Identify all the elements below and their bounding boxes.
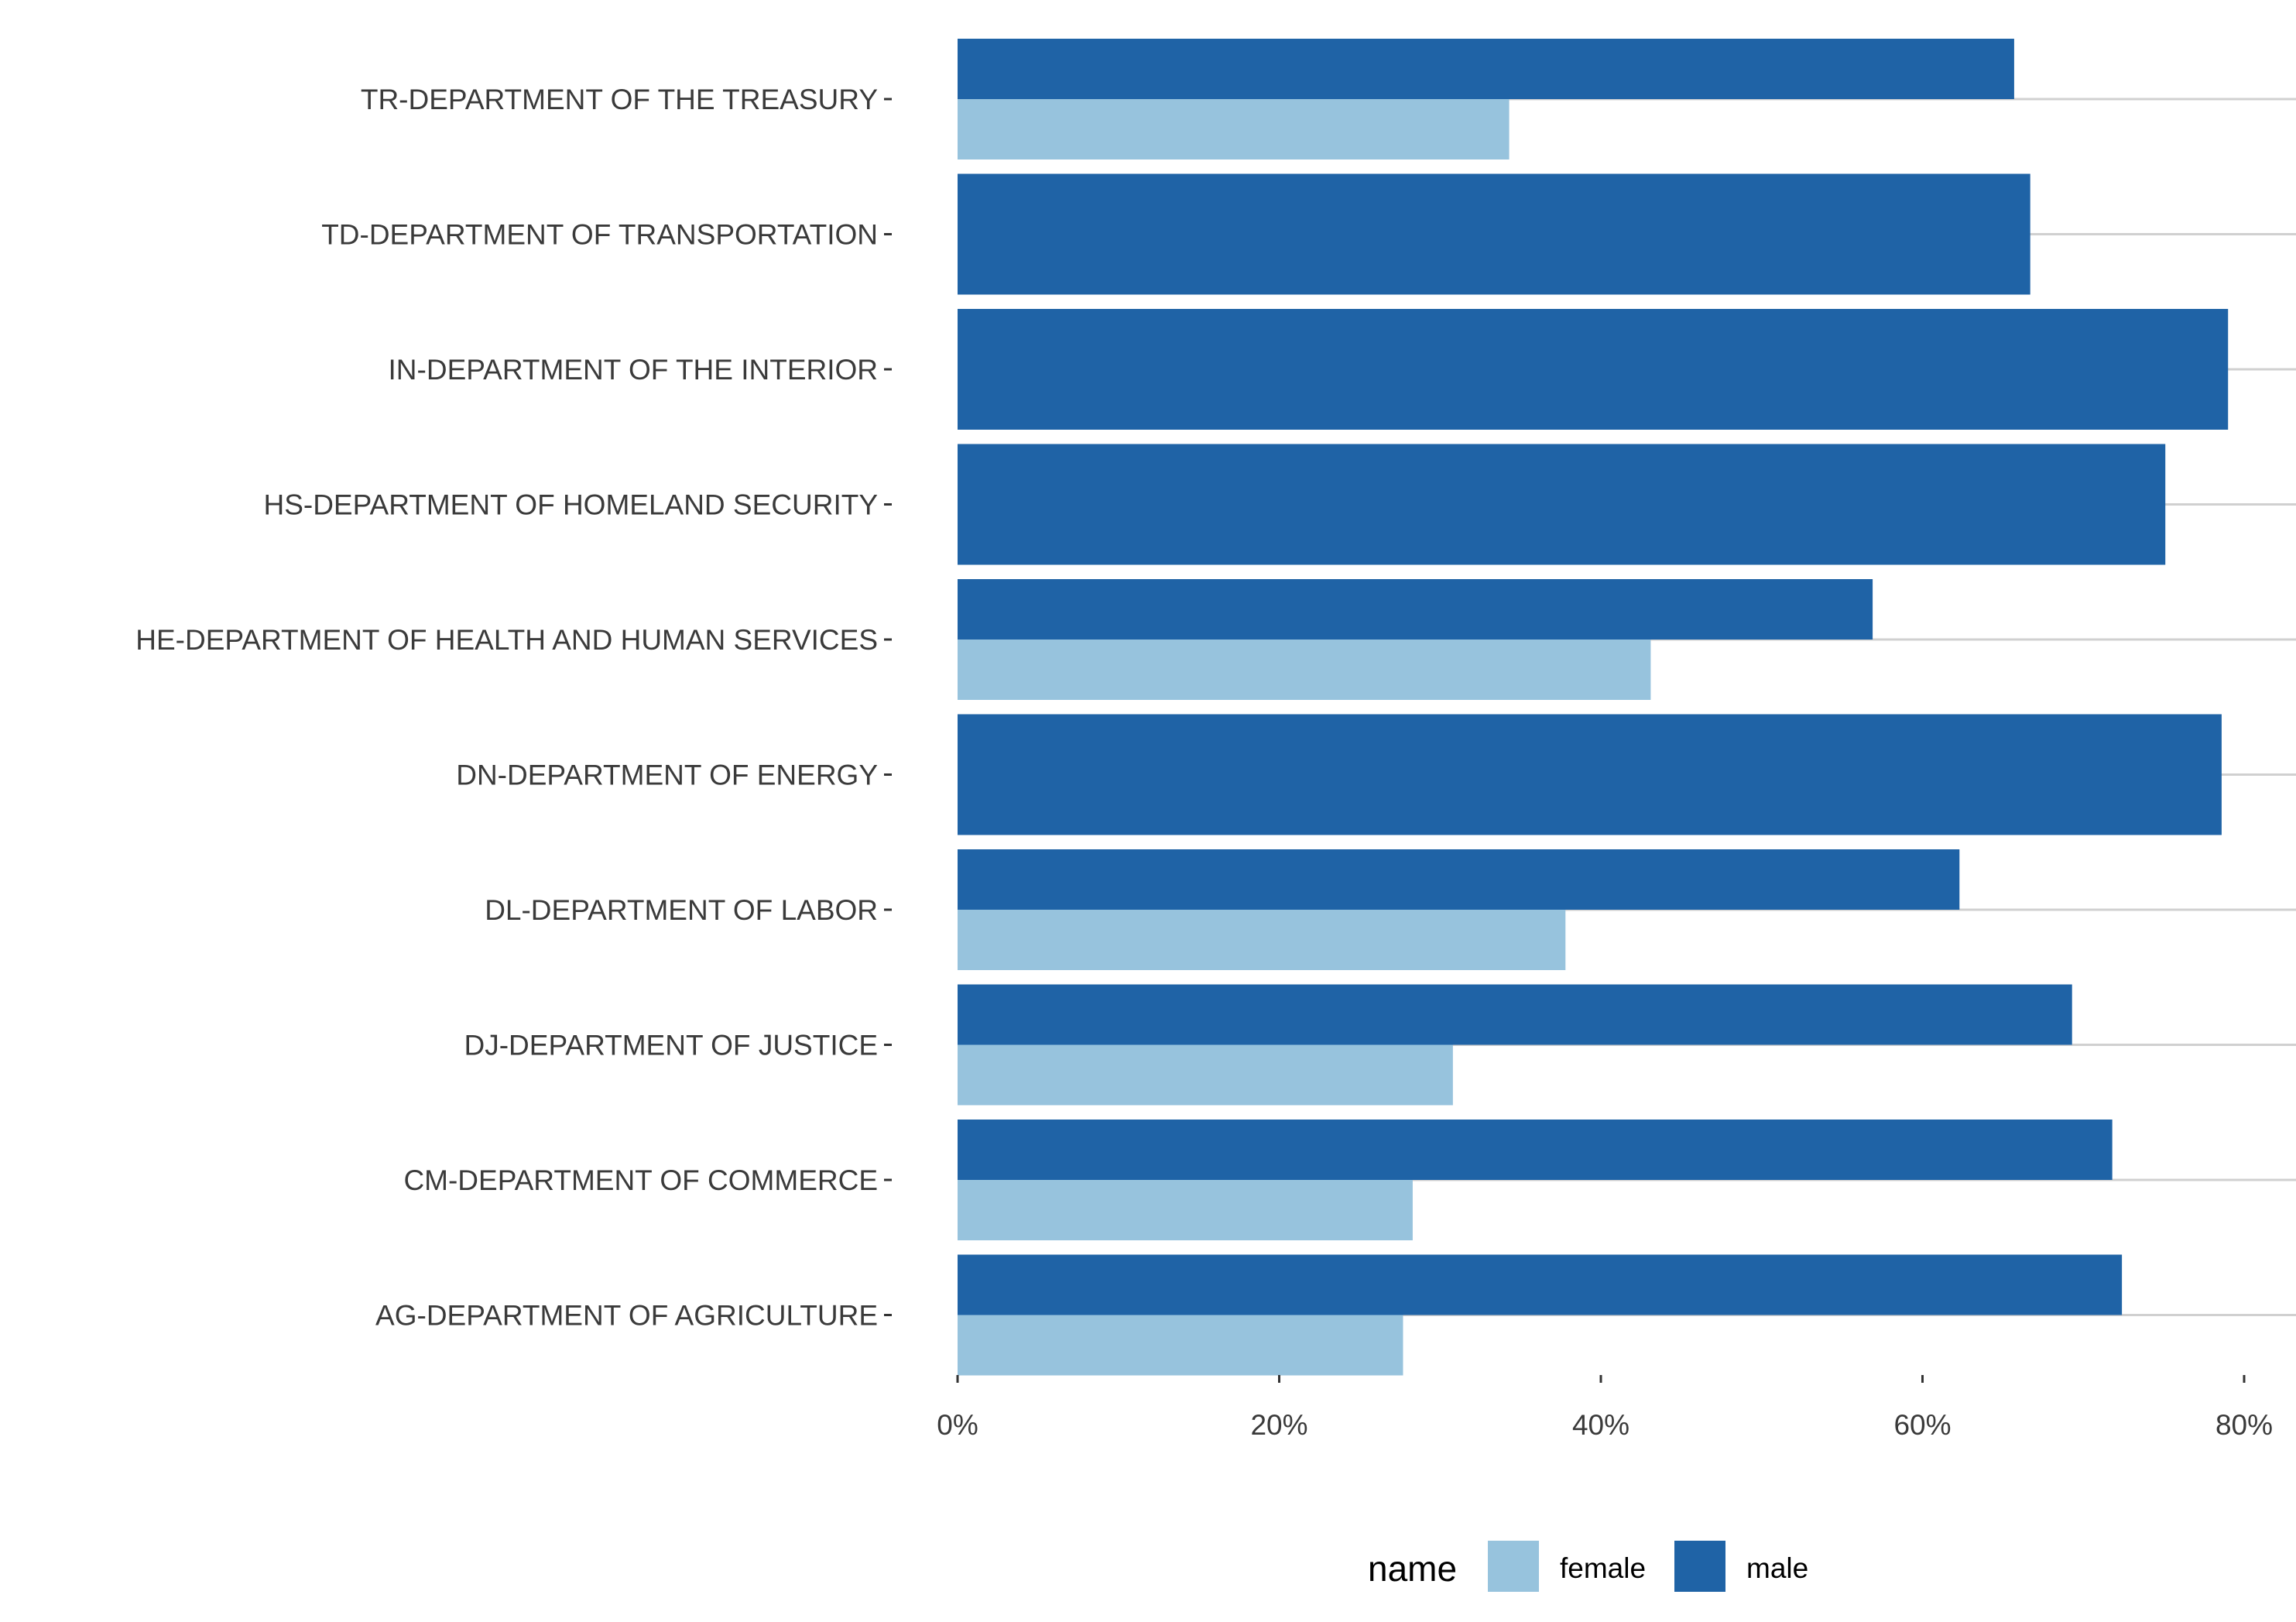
legend-swatch-female — [1488, 1541, 1539, 1592]
bar-male — [958, 39, 2014, 99]
x-tick-label: 20% — [1250, 1409, 1307, 1441]
bar-male — [958, 444, 2166, 565]
x-axis: 0% 20% 40% 60% 80% — [937, 1375, 2273, 1441]
legend-label-female: female — [1560, 1552, 1646, 1584]
y-tick-label: CM-DEPARTMENT OF COMMERCE — [403, 1164, 878, 1196]
bar-male — [958, 309, 2229, 430]
bar-female — [958, 99, 1510, 159]
bar-male — [958, 579, 1873, 640]
y-tick-label: DN-DEPARTMENT OF ENERGY — [456, 760, 878, 791]
y-tick-label: TR-DEPARTMENT OF THE TREASURY — [361, 84, 878, 115]
y-tick-label: IN-DEPARTMENT OF THE INTERIOR — [389, 354, 878, 386]
legend-swatch-male — [1674, 1541, 1725, 1592]
x-tick-label: 60% — [1893, 1409, 1951, 1441]
bar-male — [958, 984, 2072, 1045]
bar-female — [958, 1180, 1413, 1240]
legend: name female male — [1368, 1541, 1808, 1592]
y-tick-label: HS-DEPARTMENT OF HOMELAND SECURITY — [263, 489, 878, 521]
bar-male — [958, 1254, 2123, 1315]
x-tick-label: 80% — [2215, 1409, 2273, 1441]
bar-male — [958, 173, 2030, 295]
y-axis: TR-DEPARTMENT OF THE TREASURY TD-DEPARTME… — [135, 84, 892, 1332]
y-tick-label: DL-DEPARTMENT OF LABOR — [485, 894, 878, 926]
bar-female — [958, 640, 1651, 700]
y-tick-label: AG-DEPARTMENT OF AGRICULTURE — [375, 1300, 878, 1332]
bar-male — [958, 849, 1960, 910]
bar-female — [958, 1315, 1403, 1376]
bar-male — [958, 714, 2222, 835]
legend-label-male: male — [1746, 1552, 1808, 1584]
y-tick-label: TD-DEPARTMENT OF TRANSPORTATION — [321, 219, 878, 251]
bar-female — [958, 910, 1566, 970]
y-tick-label: DJ-DEPARTMENT OF JUSTICE — [464, 1030, 878, 1061]
bars — [958, 39, 2229, 1376]
bar-female — [958, 1044, 1453, 1106]
x-tick-label: 40% — [1572, 1409, 1629, 1441]
bar-male — [958, 1120, 2113, 1180]
y-tick-label: HE-DEPARTMENT OF HEALTH AND HUMAN SERVIC… — [135, 624, 878, 656]
legend-title: name — [1368, 1548, 1457, 1589]
x-tick-label: 0% — [937, 1409, 978, 1441]
